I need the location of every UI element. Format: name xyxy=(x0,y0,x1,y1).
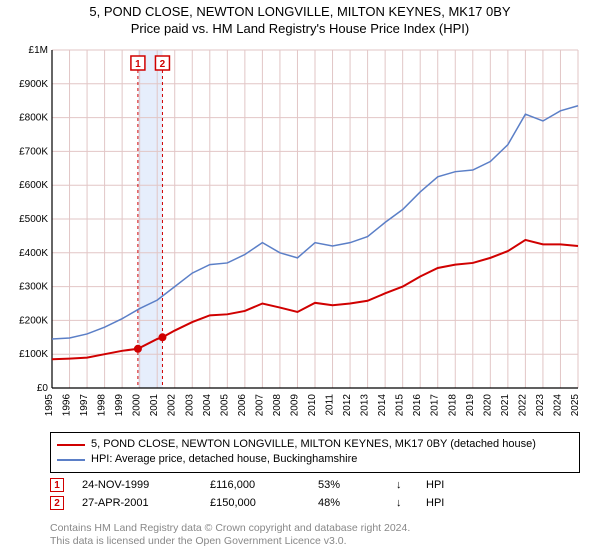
legend: 5, POND CLOSE, NEWTON LONGVILLE, MILTON … xyxy=(50,432,580,473)
svg-text:1997: 1997 xyxy=(79,394,90,417)
svg-text:2025: 2025 xyxy=(570,394,581,417)
svg-text:2: 2 xyxy=(160,59,166,70)
transaction-price: £116,000 xyxy=(210,479,300,491)
svg-text:2020: 2020 xyxy=(482,394,493,417)
svg-text:2003: 2003 xyxy=(184,394,195,417)
svg-text:£300K: £300K xyxy=(19,282,48,293)
svg-text:2000: 2000 xyxy=(132,394,143,417)
svg-text:2001: 2001 xyxy=(149,394,160,417)
transaction-marker: 1 xyxy=(50,478,64,492)
svg-text:£900K: £900K xyxy=(19,79,48,90)
legend-row: HPI: Average price, detached house, Buck… xyxy=(57,452,573,467)
legend-row: 5, POND CLOSE, NEWTON LONGVILLE, MILTON … xyxy=(57,437,573,452)
svg-text:2006: 2006 xyxy=(237,394,248,417)
legend-label: HPI: Average price, detached house, Buck… xyxy=(91,452,357,467)
transaction-pct: 53% xyxy=(318,479,378,491)
svg-text:2013: 2013 xyxy=(360,394,371,417)
svg-text:£200K: £200K xyxy=(19,315,48,326)
svg-text:2016: 2016 xyxy=(412,394,423,417)
chart-page: 5, POND CLOSE, NEWTON LONGVILLE, MILTON … xyxy=(0,0,600,560)
footer-line1: Contains HM Land Registry data © Crown c… xyxy=(50,522,580,535)
svg-text:1999: 1999 xyxy=(114,394,125,417)
down-arrow-icon: ↓ xyxy=(396,497,408,509)
svg-text:£600K: £600K xyxy=(19,180,48,191)
svg-text:2021: 2021 xyxy=(500,394,511,417)
svg-text:2004: 2004 xyxy=(202,394,213,417)
svg-text:£500K: £500K xyxy=(19,214,48,225)
svg-text:2017: 2017 xyxy=(430,394,441,417)
svg-text:2005: 2005 xyxy=(219,394,230,417)
svg-text:2019: 2019 xyxy=(465,394,476,417)
svg-text:1998: 1998 xyxy=(97,394,108,417)
svg-text:2012: 2012 xyxy=(342,394,353,417)
svg-text:2014: 2014 xyxy=(377,394,388,417)
down-arrow-icon: ↓ xyxy=(396,479,408,491)
legend-swatch xyxy=(57,444,85,446)
svg-text:£700K: £700K xyxy=(19,146,48,157)
svg-text:£1M: £1M xyxy=(29,45,48,56)
transaction-row: 2 27-APR-2001 £150,000 48% ↓ HPI xyxy=(50,494,580,512)
svg-text:2007: 2007 xyxy=(254,394,265,417)
chart-area: 12£0£100K£200K£300K£400K£500K£600K£700K£… xyxy=(50,44,580,424)
svg-text:2024: 2024 xyxy=(552,394,563,417)
transaction-row: 1 24-NOV-1999 £116,000 53% ↓ HPI xyxy=(50,476,580,494)
footer: Contains HM Land Registry data © Crown c… xyxy=(50,522,580,548)
transaction-note: HPI xyxy=(426,497,444,509)
chart-svg: 12£0£100K£200K£300K£400K£500K£600K£700K£… xyxy=(50,44,580,424)
title-line1: 5, POND CLOSE, NEWTON LONGVILLE, MILTON … xyxy=(0,4,600,21)
title-block: 5, POND CLOSE, NEWTON LONGVILLE, MILTON … xyxy=(0,0,600,38)
title-line2: Price paid vs. HM Land Registry's House … xyxy=(0,21,600,38)
svg-text:2022: 2022 xyxy=(517,394,528,417)
svg-text:2015: 2015 xyxy=(395,394,406,417)
svg-text:£800K: £800K xyxy=(19,113,48,124)
transaction-date: 27-APR-2001 xyxy=(82,497,192,509)
svg-text:2010: 2010 xyxy=(307,394,318,417)
svg-text:1995: 1995 xyxy=(44,394,55,417)
transaction-note: HPI xyxy=(426,479,444,491)
transaction-price: £150,000 xyxy=(210,497,300,509)
svg-text:1996: 1996 xyxy=(62,394,73,417)
svg-text:2008: 2008 xyxy=(272,394,283,417)
footer-line2: This data is licensed under the Open Gov… xyxy=(50,535,580,548)
transaction-marker: 2 xyxy=(50,496,64,510)
svg-text:£100K: £100K xyxy=(19,349,48,360)
svg-text:2009: 2009 xyxy=(289,394,300,417)
svg-text:£400K: £400K xyxy=(19,248,48,259)
svg-text:2002: 2002 xyxy=(167,394,178,417)
svg-text:£0: £0 xyxy=(37,383,49,394)
transactions-table: 1 24-NOV-1999 £116,000 53% ↓ HPI 2 27-AP… xyxy=(50,476,580,512)
svg-text:2023: 2023 xyxy=(535,394,546,417)
legend-label: 5, POND CLOSE, NEWTON LONGVILLE, MILTON … xyxy=(91,437,536,452)
legend-swatch xyxy=(57,459,85,461)
svg-text:2011: 2011 xyxy=(325,394,336,416)
transaction-pct: 48% xyxy=(318,497,378,509)
transaction-date: 24-NOV-1999 xyxy=(82,479,192,491)
svg-text:2018: 2018 xyxy=(447,394,458,417)
svg-text:1: 1 xyxy=(135,59,141,70)
